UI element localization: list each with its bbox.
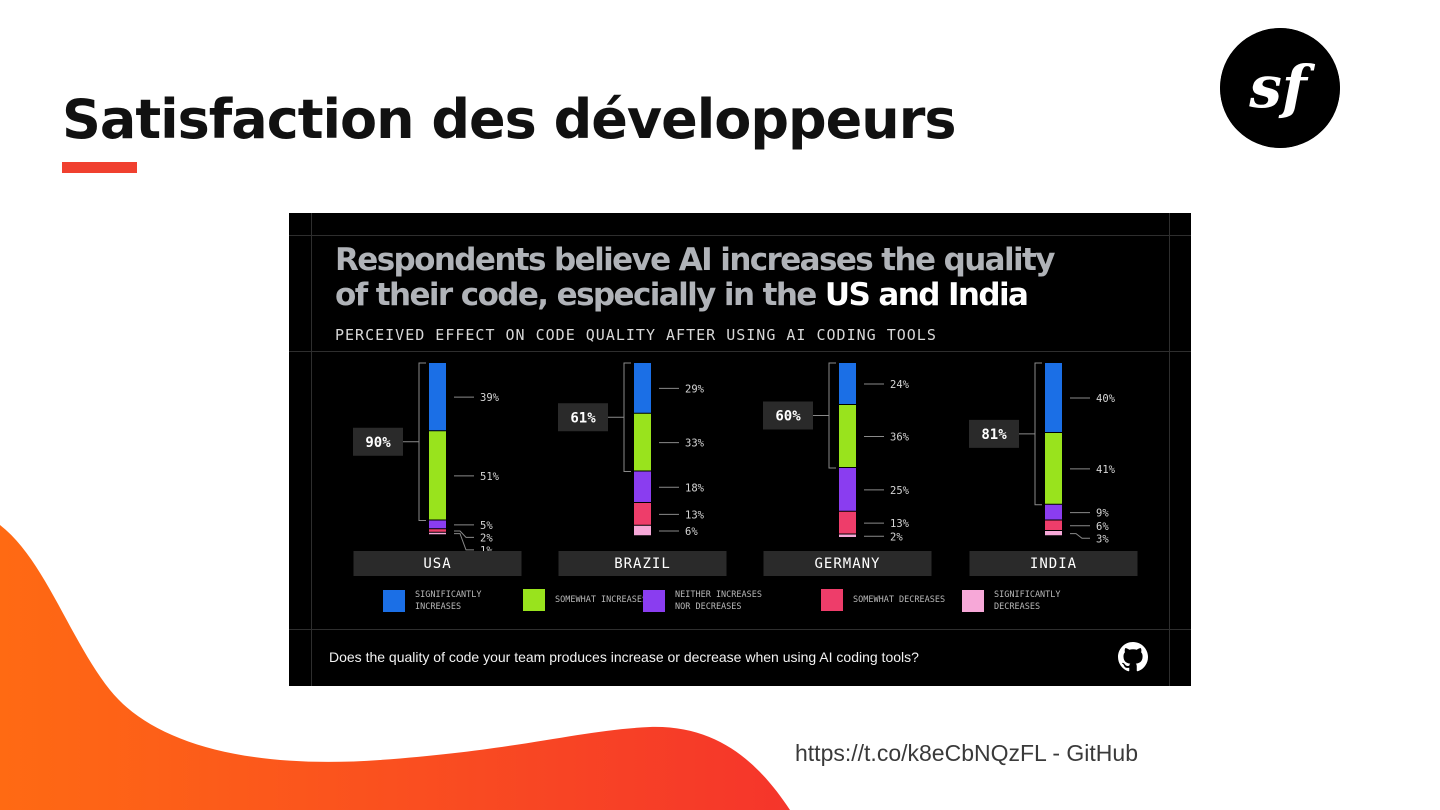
data-label: 6% [685, 526, 698, 538]
bar-segment [634, 503, 651, 525]
bar-segment [839, 363, 856, 404]
data-label: 9% [1096, 508, 1109, 520]
increase-bracket [623, 362, 631, 472]
bar-segment [1045, 433, 1062, 504]
total-label: 81% [981, 427, 1007, 443]
legend-item: NEITHER INCREASES NOR DECREASES [643, 589, 775, 613]
data-label: 18% [685, 482, 705, 494]
data-label: 2% [890, 531, 903, 543]
total-label: 61% [570, 410, 596, 426]
total-label: 90% [365, 435, 391, 451]
bar-segment [839, 468, 856, 511]
data-label: 51% [480, 471, 500, 483]
slide-title: Satisfaction des développeurs [62, 88, 956, 151]
legend-label: NEITHER INCREASES NOR DECREASES [675, 590, 762, 612]
legend-swatch [962, 590, 984, 612]
increase-bracket [828, 362, 836, 469]
leader-line [454, 530, 474, 538]
category-label: GERMANY [814, 556, 880, 572]
bar-segment [429, 363, 446, 431]
total-badge [763, 401, 813, 430]
bar-segment [1045, 531, 1062, 536]
total-label: 60% [775, 409, 801, 425]
bar-segment [429, 529, 446, 532]
bar-segment [839, 534, 856, 537]
bar-segment [1045, 363, 1062, 432]
bar-segment [839, 405, 856, 467]
legend-item: SIGNIFICANTLY DECREASES [962, 589, 1094, 613]
bar-segment [634, 471, 651, 502]
data-label: 2% [480, 532, 493, 544]
survey-question: Does the quality of code your team produ… [329, 649, 919, 665]
bar-segment [1045, 520, 1062, 530]
bar-segment [429, 532, 446, 535]
chart-headline: Respondents believe AI increases the qua… [335, 242, 1055, 313]
total-badge [558, 403, 608, 432]
stacked-bar-chart: 39%51%5%2%1%90%USA29%33%18%13%6%61%BRAZI… [353, 362, 1138, 576]
chart-legend: SIGNIFICANTLY INCREASES SOMEWHAT INCREASE… [289, 589, 1191, 629]
data-label: 13% [685, 509, 705, 521]
chart-panel: Respondents believe AI increases the qua… [289, 213, 1191, 686]
data-label: 39% [480, 392, 500, 404]
legend-item: SIGNIFICANTLY INCREASES [383, 589, 515, 613]
logo-text: sf [1248, 53, 1316, 121]
legend-swatch [821, 589, 843, 611]
category-label: INDIA [1030, 556, 1077, 572]
legend-label: SOMEWHAT DECREASES [853, 595, 946, 605]
bar-segment [634, 363, 651, 413]
increase-bracket [1034, 362, 1042, 506]
bar-segment [429, 431, 446, 520]
leader-line [454, 533, 474, 551]
legend-item: SOMEWHAT INCREASES [523, 589, 655, 611]
data-label: 13% [890, 518, 910, 530]
legend-swatch [643, 590, 665, 612]
bar-segment [839, 511, 856, 534]
data-label: 3% [1096, 533, 1109, 545]
chart-headline-line2-prefix: of their code, especially in the [335, 277, 825, 313]
leader-line [1070, 533, 1090, 539]
data-label: 40% [1096, 393, 1116, 405]
legend-swatch [523, 589, 545, 611]
category-label: USA [423, 556, 451, 572]
data-label: 29% [685, 383, 705, 395]
category-pill [763, 551, 932, 576]
legend-swatch [383, 590, 405, 612]
data-label: 33% [685, 438, 705, 450]
data-label: 25% [890, 485, 910, 497]
bar-segment [1045, 504, 1062, 520]
data-label: 36% [890, 432, 910, 444]
bar-segment [634, 525, 651, 536]
title-underline [62, 162, 137, 173]
total-badge [353, 427, 403, 456]
legend-item: SOMEWHAT DECREASES [821, 589, 953, 611]
data-label: 24% [890, 379, 910, 391]
data-label: 5% [480, 520, 493, 532]
chart-headline-line1: Respondents believe AI increases the qua… [335, 242, 1055, 278]
category-pill [558, 551, 727, 576]
increase-bracket [418, 362, 426, 521]
total-badge [969, 419, 1019, 448]
legend-label: SIGNIFICANTLY INCREASES [415, 590, 482, 612]
legend-label: SOMEWHAT INCREASES [555, 595, 648, 605]
legend-label: SIGNIFICANTLY DECREASES [994, 590, 1061, 612]
source-link[interactable]: https://t.co/k8eCbNQzFL - GitHub [795, 740, 1138, 766]
github-icon [1118, 642, 1148, 672]
data-label: 41% [1096, 464, 1116, 476]
category-label: BRAZIL [614, 556, 671, 572]
category-pill [969, 551, 1138, 576]
chart-subtitle: PERCEIVED EFFECT ON CODE QUALITY AFTER U… [335, 326, 937, 344]
chart-headline-highlight: US and India [824, 277, 1029, 313]
bar-segment [634, 413, 651, 471]
category-pill [353, 551, 522, 576]
bar-segment [429, 520, 446, 529]
symfony-logo: sf [1220, 28, 1340, 148]
data-label: 6% [1096, 521, 1109, 533]
